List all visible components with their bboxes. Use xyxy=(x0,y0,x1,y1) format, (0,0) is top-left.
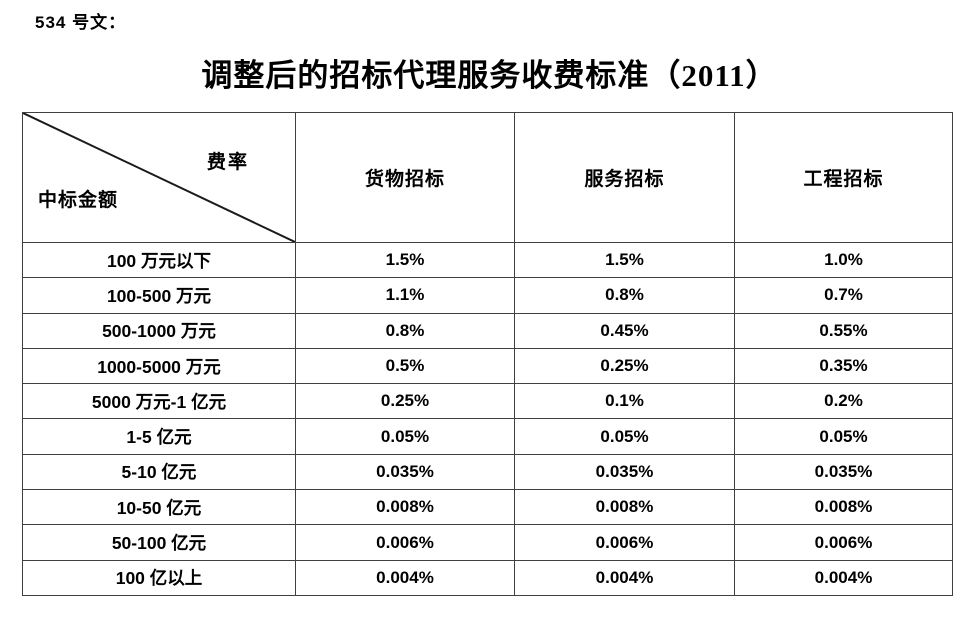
fee-rate-table: 费率 中标金额 货物招标 服务招标 工程招标 100 万元以下 1.5% 1.5… xyxy=(22,112,953,596)
rate-cell: 0.5% xyxy=(295,347,515,385)
rate-cell: 0.05% xyxy=(295,418,515,455)
column-header-goods: 货物招标 xyxy=(295,112,515,243)
table-row: 5-10 亿元 0.035% 0.035% 0.035% xyxy=(22,453,953,491)
row-label: 10-50 亿元 xyxy=(22,489,296,526)
corner-label-rate: 费率 xyxy=(206,152,249,173)
table-row: 1-5 亿元 0.05% 0.05% 0.05% xyxy=(22,418,953,455)
page-title: 调整后的招标代理服务收费标准（2011） xyxy=(201,58,778,93)
diagonal-divider-line xyxy=(23,113,295,242)
rate-cell: 0.25% xyxy=(514,347,735,385)
rate-cell: 0.7% xyxy=(734,277,953,314)
rate-cell: 0.8% xyxy=(295,312,515,349)
corner-header-cell: 费率 中标金额 xyxy=(22,112,296,243)
rate-cell: 0.55% xyxy=(734,312,953,349)
table-row: 100-500 万元 1.1% 0.8% 0.7% xyxy=(22,277,953,314)
row-label: 100 亿以上 xyxy=(22,559,296,596)
row-label: 1000-5000 万元 xyxy=(22,347,296,385)
rate-cell: 0.006% xyxy=(295,524,515,561)
row-label: 500-1000 万元 xyxy=(22,312,296,349)
rate-cell: 0.8% xyxy=(514,277,735,314)
row-label: 100 万元以下 xyxy=(22,241,296,279)
rate-cell: 0.008% xyxy=(295,489,515,526)
rate-cell: 0.006% xyxy=(514,524,735,561)
rate-cell: 0.035% xyxy=(295,453,515,491)
column-header-services: 服务招标 xyxy=(514,112,735,243)
table-header-row: 费率 中标金额 货物招标 服务招标 工程招标 xyxy=(22,112,953,243)
table-row: 10-50 亿元 0.008% 0.008% 0.008% xyxy=(22,489,953,526)
rate-cell: 0.2% xyxy=(734,383,953,420)
row-label: 5-10 亿元 xyxy=(22,453,296,491)
rate-cell: 0.008% xyxy=(734,489,953,526)
table-row: 500-1000 万元 0.8% 0.45% 0.55% xyxy=(22,312,953,349)
rate-cell: 0.35% xyxy=(734,347,953,385)
table-row: 100 万元以下 1.5% 1.5% 1.0% xyxy=(22,241,953,279)
rate-cell: 0.006% xyxy=(734,524,953,561)
rate-cell: 0.035% xyxy=(514,453,735,491)
rate-cell: 0.004% xyxy=(734,559,953,596)
rate-cell: 0.1% xyxy=(514,383,735,420)
table-row: 100 亿以上 0.004% 0.004% 0.004% xyxy=(22,559,953,596)
row-label: 100-500 万元 xyxy=(22,277,296,314)
rate-cell: 0.008% xyxy=(514,489,735,526)
row-label: 50-100 亿元 xyxy=(22,524,296,561)
rate-cell: 1.1% xyxy=(295,277,515,314)
rate-cell: 1.5% xyxy=(514,241,735,279)
rate-cell: 0.05% xyxy=(734,418,953,455)
table-row: 1000-5000 万元 0.5% 0.25% 0.35% xyxy=(22,347,953,385)
rate-cell: 0.05% xyxy=(514,418,735,455)
table-row: 5000 万元-1 亿元 0.25% 0.1% 0.2% xyxy=(22,383,953,420)
rate-cell: 1.0% xyxy=(734,241,953,279)
corner-label-amount: 中标金额 xyxy=(38,190,119,211)
rate-cell: 0.004% xyxy=(295,559,515,596)
doc-number-label: 534 号文： xyxy=(35,13,127,32)
table-row: 50-100 亿元 0.006% 0.006% 0.006% xyxy=(22,524,953,561)
rate-cell: 0.25% xyxy=(295,383,515,420)
row-label: 5000 万元-1 亿元 xyxy=(22,383,296,420)
rate-cell: 0.035% xyxy=(734,453,953,491)
rate-cell: 1.5% xyxy=(295,241,515,279)
rate-cell: 0.45% xyxy=(514,312,735,349)
column-header-engineering: 工程招标 xyxy=(734,112,953,243)
rate-cell: 0.004% xyxy=(514,559,735,596)
row-label: 1-5 亿元 xyxy=(22,418,296,455)
